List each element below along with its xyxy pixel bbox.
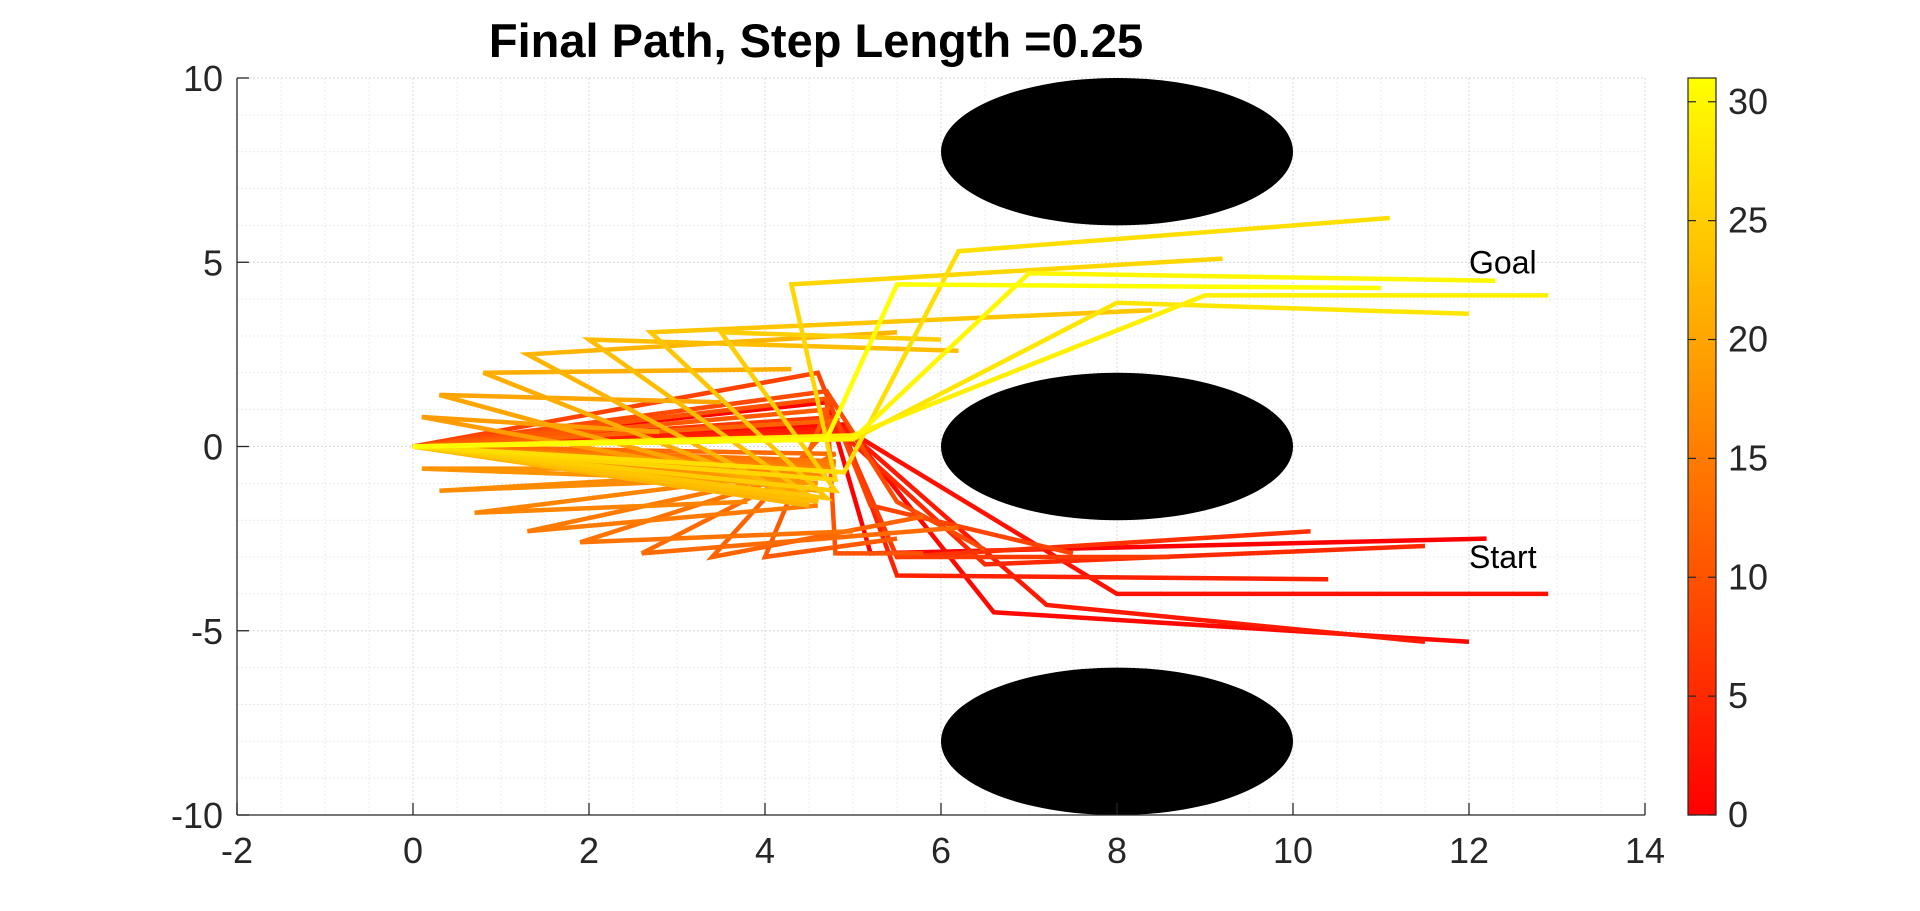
colorbar-tick-label: 25 <box>1728 200 1768 241</box>
path-line <box>412 388 987 552</box>
x-tick-label: 14 <box>1625 830 1665 871</box>
y-tick-label: 0 <box>203 427 223 468</box>
chart-title: Final Path, Step Length =0.25 <box>489 14 1143 67</box>
y-tick-label: -5 <box>191 611 223 652</box>
annotations-layer: Goal Start <box>1469 244 1537 575</box>
obstacle-ellipse <box>941 78 1293 226</box>
path-line <box>412 256 1223 483</box>
obstacles-layer <box>941 78 1293 815</box>
x-tick-label: 10 <box>1273 830 1313 871</box>
colorbar-tick-label: 15 <box>1728 437 1768 478</box>
colorbar-tick-label: 5 <box>1728 675 1748 716</box>
colorbar-ticks: 0 5 10 15 20 25 30 <box>1688 81 1768 835</box>
colorbar-gradient <box>1687 77 1717 816</box>
colorbar-tick-label: 10 <box>1728 556 1768 597</box>
colorbar-tick-label: 30 <box>1728 81 1768 122</box>
axes <box>236 77 1646 816</box>
x-tick-label: 12 <box>1449 830 1489 871</box>
path-line <box>412 396 924 556</box>
path-line <box>412 329 942 494</box>
path-line <box>412 307 1153 502</box>
obstacle-ellipse <box>941 667 1293 815</box>
x-tick-label: 2 <box>579 830 599 871</box>
paths-layer <box>412 215 1549 645</box>
x-tick-label: 6 <box>931 830 951 871</box>
annotation-label: Goal <box>1469 244 1537 280</box>
x-tick-label: 0 <box>403 830 423 871</box>
annotation-label: Start <box>1469 539 1537 575</box>
colorbar-tick-label: 0 <box>1728 794 1748 835</box>
y-tick-label: 5 <box>203 242 223 283</box>
obstacle-ellipse <box>941 372 1293 521</box>
plot-area: -2 0 2 4 6 8 10 12 14 -10 -5 0 5 10 Goal Start <box>171 58 1665 871</box>
y-tick-label: 10 <box>183 58 223 99</box>
colorbar-tick-label: 20 <box>1728 319 1768 360</box>
x-tick-label: 8 <box>1107 830 1127 871</box>
tick-labels: -2 0 2 4 6 8 10 12 14 -10 -5 0 5 10 <box>171 58 1665 871</box>
path-line <box>412 282 1382 449</box>
x-tick-label: 4 <box>755 830 775 871</box>
y-tick-label: -10 <box>171 795 223 836</box>
x-tick-label: -2 <box>221 830 253 871</box>
path-line <box>412 215 1390 475</box>
path-line <box>412 337 959 505</box>
colorbar: 0 5 10 15 20 25 30 <box>1687 77 1768 835</box>
